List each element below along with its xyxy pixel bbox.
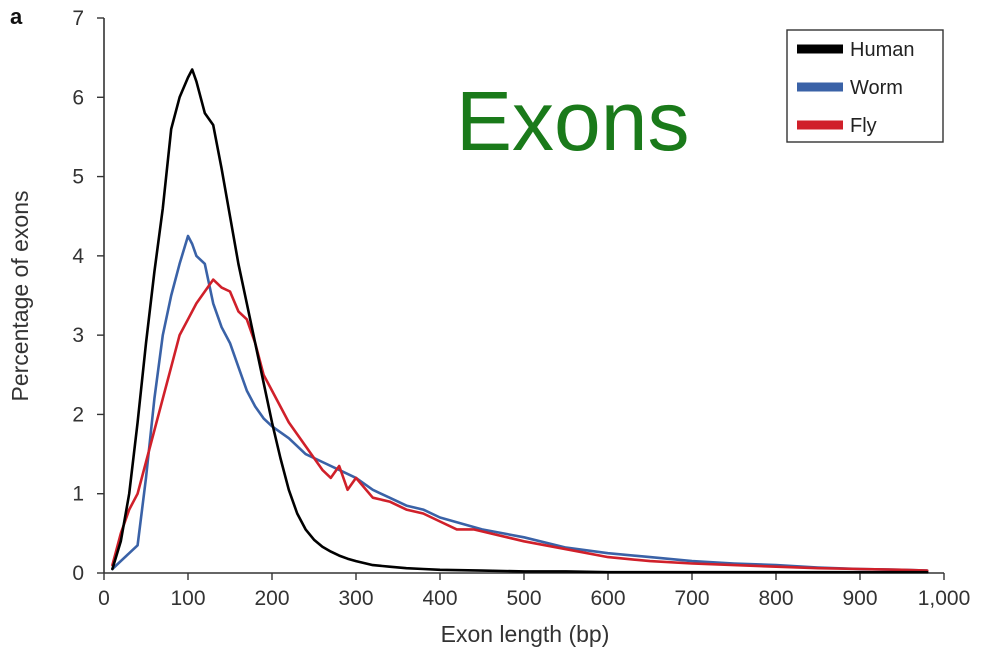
x-tick-label: 500 — [506, 587, 541, 610]
x-tick-label: 800 — [758, 587, 793, 610]
x-tick-label: 900 — [842, 587, 877, 610]
x-tick-label: 0 — [98, 587, 110, 610]
x-axis-title: Exon length (bp) — [441, 621, 610, 647]
series-line-human — [111, 68, 929, 574]
x-tick-label: 600 — [590, 587, 625, 610]
y-tick-label: 4 — [72, 245, 84, 268]
y-tick-label: 6 — [72, 86, 84, 109]
legend: Human Worm Fly — [786, 29, 944, 143]
x-tick-label: 700 — [674, 587, 709, 610]
x-tick-label: 1,000 — [918, 587, 971, 610]
y-tick-label: 7 — [72, 7, 84, 30]
y-tick-label: 0 — [72, 562, 84, 585]
y-tick-label: 3 — [72, 324, 84, 347]
y-tick-label: 5 — [72, 166, 84, 189]
panel-label: a — [10, 4, 23, 29]
y-axis-title: Percentage of exons — [7, 191, 33, 402]
series-line-fly — [111, 278, 929, 572]
x-tick-label: 300 — [338, 587, 373, 610]
series-line-worm — [111, 234, 929, 572]
legend-label-human: Human — [850, 39, 914, 61]
legend-label-worm: Worm — [850, 77, 903, 99]
x-tick-label: 200 — [254, 587, 289, 610]
legend-label-fly: Fly — [850, 115, 877, 137]
x-axis-ticks: 0 100 200 300 400 500 600 700 800 900 1,000 — [98, 573, 970, 610]
y-tick-label: 2 — [72, 403, 84, 426]
series-lines — [111, 68, 929, 574]
x-tick-label: 100 — [170, 587, 205, 610]
x-tick-label: 400 — [422, 587, 457, 610]
y-axis-ticks: 0 1 2 3 4 5 6 7 — [72, 7, 104, 585]
overlay-title: Exons — [456, 74, 689, 168]
y-tick-label: 1 — [72, 483, 84, 506]
